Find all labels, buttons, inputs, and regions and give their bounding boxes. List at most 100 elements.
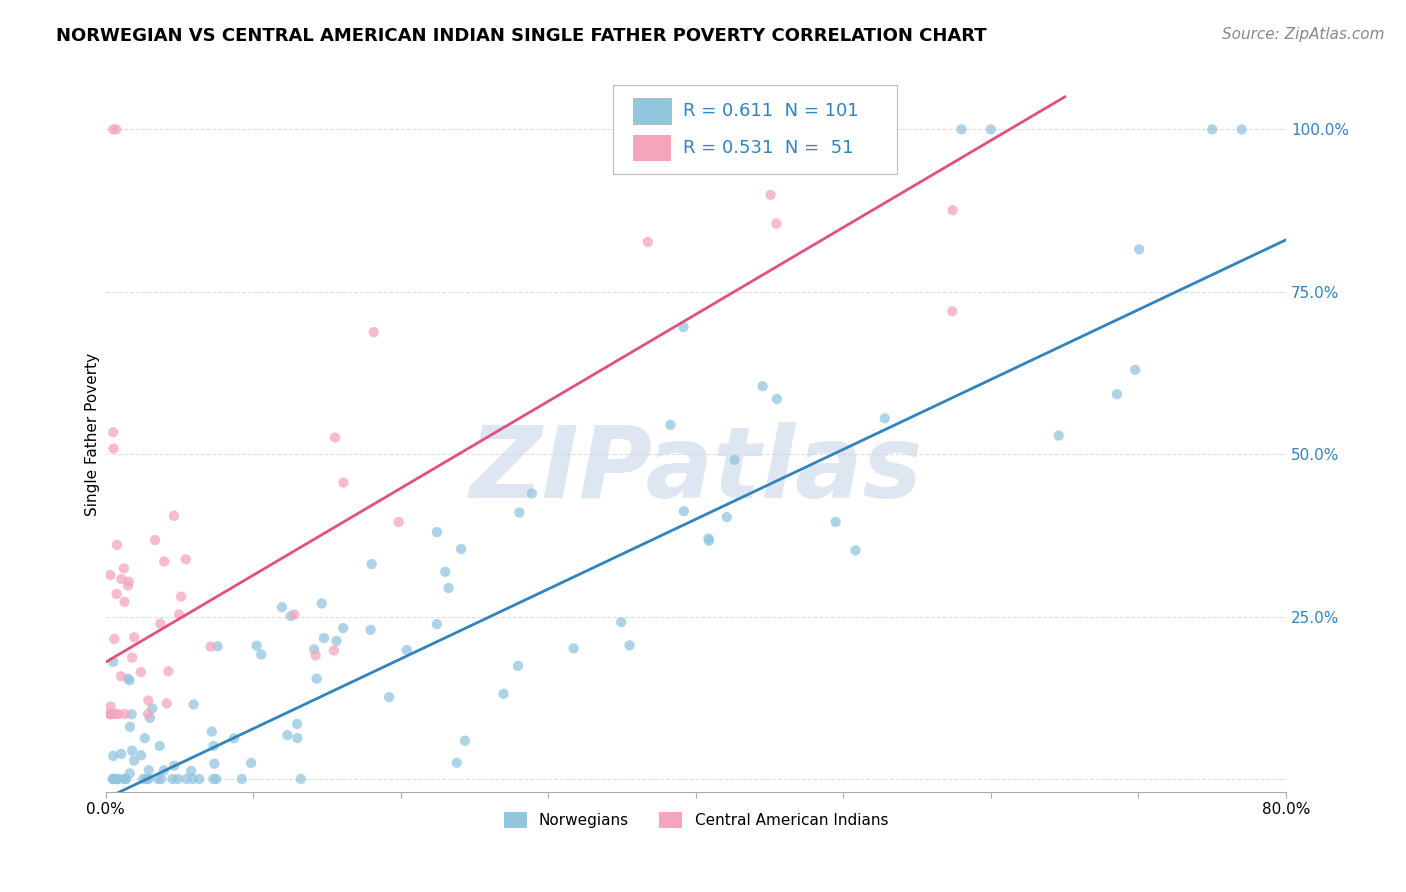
Point bbox=[950, 122, 973, 136]
Point bbox=[110, 747, 132, 761]
Text: Source: ZipAtlas.com: Source: ZipAtlas.com bbox=[1222, 27, 1385, 42]
Point bbox=[157, 665, 180, 679]
Point bbox=[114, 706, 136, 721]
Point bbox=[115, 772, 138, 786]
Point bbox=[672, 504, 695, 518]
Point bbox=[378, 690, 401, 705]
Point bbox=[105, 706, 128, 721]
Point bbox=[141, 701, 163, 715]
Point bbox=[1105, 387, 1128, 401]
Point bbox=[121, 744, 143, 758]
Point bbox=[450, 542, 472, 557]
Point bbox=[222, 731, 245, 746]
Point bbox=[129, 665, 152, 679]
Point bbox=[115, 772, 138, 786]
Point bbox=[285, 731, 308, 745]
Point bbox=[619, 639, 641, 653]
Point bbox=[103, 772, 125, 786]
Point bbox=[183, 698, 205, 712]
Point bbox=[98, 706, 121, 721]
Point bbox=[675, 106, 697, 120]
Point bbox=[114, 595, 136, 609]
Point bbox=[446, 756, 468, 770]
Text: ZIPatlas: ZIPatlas bbox=[470, 422, 922, 519]
Point bbox=[98, 706, 121, 721]
Point bbox=[246, 639, 269, 653]
Point bbox=[107, 772, 129, 786]
Point bbox=[280, 609, 302, 624]
Point bbox=[153, 764, 176, 778]
Point bbox=[103, 442, 125, 456]
Point bbox=[1230, 122, 1253, 136]
Point bbox=[103, 122, 125, 136]
Point bbox=[181, 772, 204, 786]
Point bbox=[723, 452, 745, 467]
Point bbox=[765, 217, 787, 231]
Point bbox=[250, 648, 273, 662]
Point bbox=[942, 203, 965, 218]
Point bbox=[322, 643, 344, 657]
Point bbox=[105, 587, 128, 601]
Point bbox=[110, 669, 132, 683]
Point bbox=[136, 693, 159, 707]
Point bbox=[302, 642, 325, 657]
Point bbox=[98, 706, 121, 721]
Point bbox=[285, 717, 308, 731]
Point bbox=[103, 748, 125, 763]
Point bbox=[325, 633, 347, 648]
Point bbox=[156, 697, 179, 711]
Point bbox=[759, 187, 782, 202]
Text: R = 0.531  N =  51: R = 0.531 N = 51 bbox=[683, 139, 853, 157]
Point bbox=[170, 590, 193, 604]
Point bbox=[1123, 363, 1146, 377]
Text: R = 0.611  N = 101: R = 0.611 N = 101 bbox=[683, 103, 859, 120]
Point bbox=[290, 772, 312, 786]
Point bbox=[118, 574, 141, 589]
Legend: Norwegians, Central American Indians: Norwegians, Central American Indians bbox=[498, 806, 894, 834]
Point bbox=[153, 554, 176, 568]
Point bbox=[360, 623, 382, 637]
Point bbox=[200, 640, 222, 654]
Point bbox=[426, 525, 449, 540]
Point bbox=[332, 475, 354, 490]
Point bbox=[110, 572, 132, 586]
Point bbox=[132, 772, 155, 786]
Point bbox=[202, 739, 225, 753]
Point bbox=[166, 772, 188, 786]
Point bbox=[136, 706, 159, 721]
Point bbox=[751, 379, 773, 393]
Point bbox=[174, 552, 197, 566]
Point bbox=[659, 417, 682, 432]
Point bbox=[134, 731, 156, 746]
Point bbox=[121, 707, 143, 722]
Point bbox=[101, 706, 124, 721]
Point bbox=[1201, 122, 1223, 136]
Text: NORWEGIAN VS CENTRAL AMERICAN INDIAN SINGLE FATHER POVERTY CORRELATION CHART: NORWEGIAN VS CENTRAL AMERICAN INDIAN SIN… bbox=[56, 27, 987, 45]
Point bbox=[117, 672, 139, 686]
Point bbox=[360, 557, 382, 571]
Point bbox=[941, 304, 963, 318]
Point bbox=[766, 392, 789, 406]
Point bbox=[118, 766, 141, 780]
Point bbox=[312, 631, 335, 645]
Point bbox=[118, 720, 141, 734]
Point bbox=[207, 640, 229, 654]
Point bbox=[980, 122, 1002, 136]
Point bbox=[143, 533, 166, 547]
Point bbox=[824, 515, 846, 529]
Point bbox=[506, 658, 529, 673]
Bar bbox=[633, 98, 671, 124]
Point bbox=[672, 320, 695, 334]
Point bbox=[101, 425, 124, 440]
Point bbox=[98, 706, 121, 721]
Point bbox=[112, 772, 135, 786]
Point bbox=[202, 772, 225, 786]
Point bbox=[122, 754, 145, 768]
Point bbox=[135, 772, 157, 786]
Point bbox=[637, 235, 659, 249]
Point bbox=[150, 772, 173, 786]
Point bbox=[323, 431, 346, 445]
Point bbox=[188, 772, 211, 786]
Point bbox=[520, 486, 543, 500]
Y-axis label: Single Father Poverty: Single Father Poverty bbox=[86, 353, 100, 516]
